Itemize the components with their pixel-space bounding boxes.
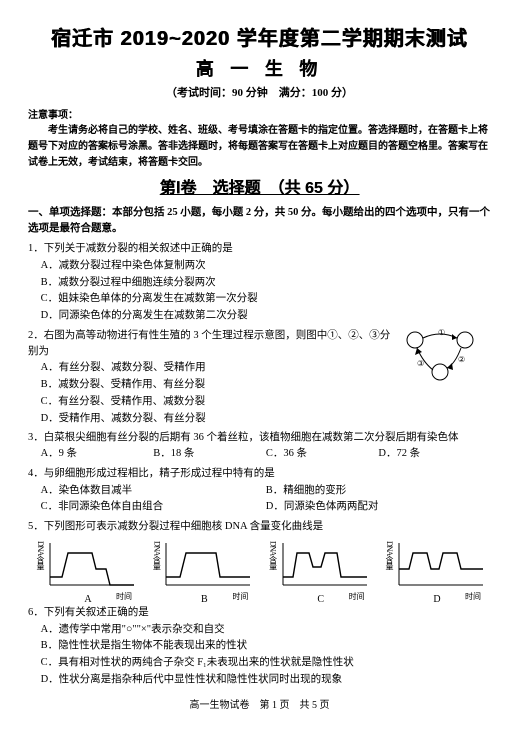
q3-stem: 3．白菜根尖细胞有丝分裂的后期有 36 个着丝粒，该植物细胞在减数第二次分裂后期… [28,430,491,446]
q3-C: C．36 条 [266,446,379,462]
exam-info: （考试时间：90 分钟 满分：100 分） [28,85,491,102]
q1-A: A．减数分裂过程中染色体复制两次 [41,258,491,274]
q5-charts: DNA含量 时间 A DNA含量 时间 B DNA含量 时间 C DNA含量 [38,539,487,601]
q4-B: B．精细胞的变形 [266,483,491,499]
chart-C-ylabel: DNA含量 [267,541,279,569]
q1-options: A．减数分裂过程中染色体复制两次 B．减数分裂过程中细胞连续分裂两次 C．姐妹染… [41,258,491,324]
chart-C: DNA含量 时间 C [271,539,371,601]
notice-body: 考生请务必将自己的学校、姓名、班级、考号填涂在答题卡的指定位置。答选择题时，在答… [28,123,491,171]
chart-B-ylabel: DNA含量 [150,541,162,569]
chart-D: DNA含量 时间 D [387,539,487,601]
q6-stem: 6．下列有关叙述正确的是 [28,605,491,621]
section1-head: 第Ⅰ卷 选择题 （共 65 分） [28,177,491,201]
q2-D: D．受精作用、减数分裂、有丝分裂 [41,411,491,427]
q4-stem: 4．与卵细胞形成过程相比，精子形成过程中特有的是 [28,466,491,482]
chart-A-xlabel: 时间 [116,591,132,603]
q6-C: C．具有相对性状的两纯合子杂交 F₁未表现出来的性状就是隐性性状 [41,655,491,671]
q1-D: D．同源染色体的分离发生在减数第二次分裂 [41,308,491,324]
chart-C-xlabel: 时间 [349,591,365,603]
chart-A: DNA含量 时间 A [38,539,138,601]
cycle-diagram: ① ② ③ [395,326,485,386]
section1-sub: 一、单项选择题：本部分包括 25 小题，每小题 2 分，共 50 分。每小题给出… [28,205,491,238]
q3-D: D．72 条 [378,446,491,462]
chart-B: DNA含量 时间 B [154,539,254,601]
q6-D: D．性状分离是指杂种后代中显性性状和隐性性状同时出现的现象 [41,672,491,688]
notice-head: 注意事项： [28,108,491,123]
q4-D: D．同源染色体两两配对 [266,499,491,515]
q3-options: A．9 条 B．18 条 C．36 条 D．72 条 [41,446,491,462]
svg-text:③: ③ [417,359,424,368]
chart-A-ylabel: DNA含量 [34,541,46,569]
q4-C: C．非同源染色体自由组合 [41,499,266,515]
chart-B-xlabel: 时间 [232,591,248,603]
chart-D-ylabel: DNA含量 [383,541,395,569]
q6-A: A．遗传学中常用"○""×"表示杂交和自交 [41,622,491,638]
chart-D-xlabel: 时间 [465,591,481,603]
q4-A: A．染色体数目减半 [41,483,266,499]
q6-B: B．隐性性状是指生物体不能表现出来的性状 [41,638,491,654]
q1-B: B．减数分裂过程中细胞连续分裂两次 [41,275,491,291]
q5-stem: 5．下列图形可表示减数分裂过程中细胞核 DNA 含量变化曲线是 [28,519,491,535]
q4-options: A．染色体数目减半 B．精细胞的变形 C．非同源染色体自由组合 D．同源染色体两… [41,482,491,516]
svg-text:②: ② [458,355,465,364]
exam-subject: 高 一 生 物 [28,56,491,83]
q2-C: C．有丝分裂、受精作用、减数分裂 [41,394,491,410]
q3-A: A．9 条 [41,446,154,462]
page-footer: 高一生物试卷 第 1 页 共 5 页 [28,698,491,713]
q1-stem: 1．下列关于减数分裂的相关叙述中正确的是 [28,241,491,257]
q3-B: B．18 条 [153,446,266,462]
q6-options: A．遗传学中常用"○""×"表示杂交和自交 B．隐性性状是指生物体不能表现出来的… [41,622,491,688]
svg-text:①: ① [438,328,445,337]
q1-C: C．姐妹染色单体的分离发生在减数第一次分裂 [41,291,491,307]
exam-title: 宿迁市 2019~2020 学年度第二学期期末测试 [28,24,491,54]
